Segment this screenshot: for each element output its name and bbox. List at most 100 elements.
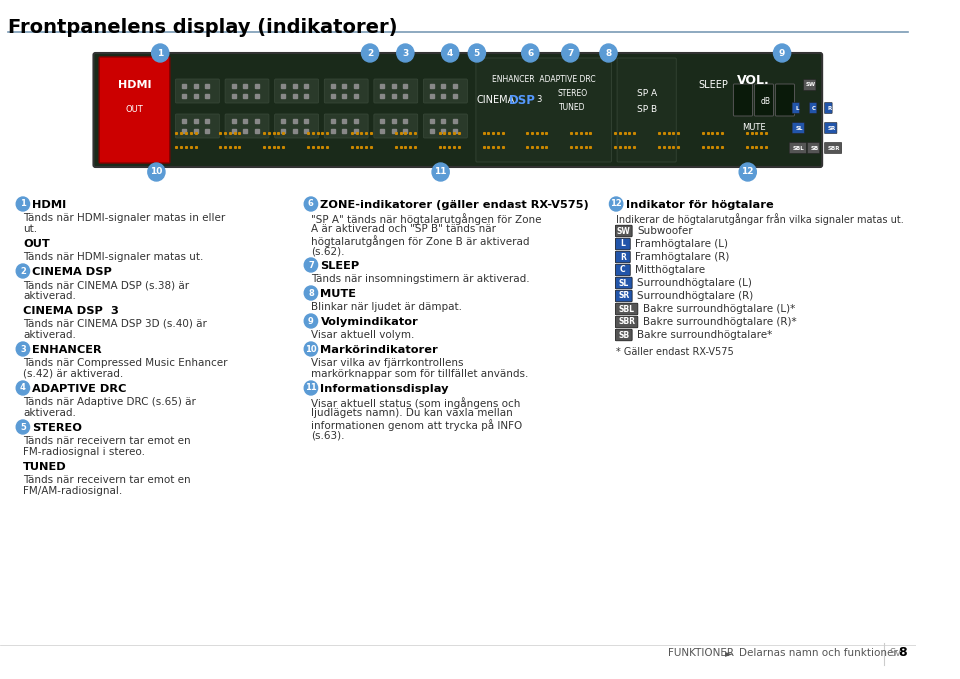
- FancyBboxPatch shape: [324, 114, 368, 138]
- Circle shape: [304, 381, 318, 395]
- Text: SP A: SP A: [636, 88, 657, 98]
- Circle shape: [304, 197, 318, 211]
- Text: ljudlägets namn). Du kan växla mellan: ljudlägets namn). Du kan växla mellan: [311, 408, 513, 418]
- Text: C: C: [812, 105, 816, 111]
- FancyBboxPatch shape: [615, 329, 632, 341]
- Text: SL: SL: [618, 278, 629, 287]
- Text: SL: SL: [796, 126, 803, 130]
- Text: 8: 8: [899, 646, 907, 659]
- Text: 7: 7: [567, 48, 573, 58]
- Text: 3: 3: [402, 48, 408, 58]
- FancyBboxPatch shape: [617, 58, 676, 162]
- FancyBboxPatch shape: [373, 114, 418, 138]
- Text: SP B: SP B: [636, 105, 657, 115]
- Text: SR: SR: [828, 126, 836, 130]
- Text: 6: 6: [308, 200, 314, 208]
- Text: 5: 5: [473, 48, 480, 58]
- Circle shape: [148, 163, 165, 181]
- FancyBboxPatch shape: [809, 103, 817, 113]
- Circle shape: [304, 314, 318, 328]
- Text: 2: 2: [367, 48, 373, 58]
- FancyBboxPatch shape: [733, 84, 753, 116]
- FancyBboxPatch shape: [792, 122, 804, 134]
- Text: 11: 11: [434, 168, 447, 177]
- Text: 4: 4: [20, 384, 26, 392]
- FancyBboxPatch shape: [423, 79, 468, 103]
- Text: Tänds när Adaptive DRC (s.65) är: Tänds när Adaptive DRC (s.65) är: [23, 397, 196, 407]
- FancyBboxPatch shape: [615, 225, 632, 237]
- Text: aktiverad.: aktiverad.: [23, 291, 76, 301]
- Text: 3: 3: [537, 96, 541, 105]
- Text: L: L: [795, 105, 799, 111]
- Circle shape: [16, 420, 30, 434]
- Circle shape: [304, 258, 318, 272]
- FancyBboxPatch shape: [176, 114, 220, 138]
- FancyBboxPatch shape: [792, 103, 800, 113]
- Text: högtalarutgången för Zone B är aktiverad: högtalarutgången för Zone B är aktiverad: [311, 235, 529, 247]
- Text: A är aktiverad och "SP B" tänds när: A är aktiverad och "SP B" tänds när: [311, 224, 496, 234]
- FancyBboxPatch shape: [373, 79, 418, 103]
- Text: Informationsdisplay: Informationsdisplay: [321, 384, 449, 394]
- Text: SB: SB: [810, 145, 819, 151]
- Text: aktiverad.: aktiverad.: [23, 330, 76, 340]
- Text: aktiverad.: aktiverad.: [23, 408, 76, 418]
- Text: Indikerar de högtalarutgångar från vilka signaler matas ut.: Indikerar de högtalarutgångar från vilka…: [616, 213, 904, 225]
- Text: R: R: [828, 105, 831, 111]
- FancyBboxPatch shape: [615, 304, 637, 315]
- Text: STEREO: STEREO: [557, 88, 588, 98]
- Text: ENHANCER  ADAPTIVE DRC: ENHANCER ADAPTIVE DRC: [492, 75, 595, 84]
- Text: ZONE-indikatorer (gäller endast RX-V575): ZONE-indikatorer (gäller endast RX-V575): [321, 200, 589, 210]
- Circle shape: [16, 264, 30, 278]
- Circle shape: [16, 342, 30, 356]
- Text: 6: 6: [527, 48, 534, 58]
- Text: OUT: OUT: [126, 105, 143, 115]
- FancyBboxPatch shape: [615, 316, 637, 328]
- Text: Visar aktuell volym.: Visar aktuell volym.: [311, 330, 415, 340]
- Text: informationen genom att trycka på INFO: informationen genom att trycka på INFO: [311, 419, 522, 431]
- Text: 10: 10: [305, 344, 317, 354]
- Text: MUTE: MUTE: [742, 122, 765, 132]
- Text: Indikator för högtalare: Indikator för högtalare: [626, 200, 774, 210]
- Text: 11: 11: [305, 384, 317, 392]
- Text: Tänds när CINEMA DSP (s.38) är: Tänds när CINEMA DSP (s.38) är: [23, 280, 189, 290]
- Text: Visar vilka av fjärrkontrollens: Visar vilka av fjärrkontrollens: [311, 358, 464, 368]
- Text: Bakre surroundhögtalare (R)*: Bakre surroundhögtalare (R)*: [643, 317, 797, 327]
- Circle shape: [432, 163, 449, 181]
- Text: ►: ►: [725, 648, 732, 658]
- Text: 3: 3: [20, 344, 26, 354]
- Text: 1: 1: [20, 200, 26, 208]
- FancyBboxPatch shape: [755, 84, 774, 116]
- Text: CINEMA: CINEMA: [477, 95, 516, 105]
- Circle shape: [739, 163, 756, 181]
- Text: HDMI: HDMI: [118, 80, 152, 90]
- Text: ut.: ut.: [23, 224, 37, 234]
- Circle shape: [16, 197, 30, 211]
- Text: 8: 8: [606, 48, 612, 58]
- Text: 12: 12: [741, 168, 754, 177]
- Text: Sv: Sv: [889, 648, 900, 658]
- Text: Framhögtalare (L): Framhögtalare (L): [636, 239, 729, 249]
- Text: FUNKTIONER: FUNKTIONER: [667, 648, 733, 658]
- FancyBboxPatch shape: [225, 114, 269, 138]
- Text: FM-radiosignal i stereo.: FM-radiosignal i stereo.: [23, 447, 145, 457]
- Text: Tänds när receivern tar emot en: Tänds när receivern tar emot en: [23, 475, 190, 485]
- Text: SLEEP: SLEEP: [699, 80, 729, 90]
- Text: ADAPTIVE DRC: ADAPTIVE DRC: [33, 384, 127, 394]
- FancyBboxPatch shape: [275, 114, 319, 138]
- Circle shape: [468, 44, 486, 62]
- Text: 12: 12: [611, 200, 622, 208]
- Circle shape: [774, 44, 791, 62]
- Text: L: L: [620, 240, 625, 249]
- FancyBboxPatch shape: [476, 58, 612, 162]
- Circle shape: [362, 44, 378, 62]
- Text: DSP: DSP: [509, 94, 536, 107]
- FancyBboxPatch shape: [615, 238, 630, 250]
- Text: Markörindikatorer: Markörindikatorer: [321, 345, 438, 355]
- FancyBboxPatch shape: [615, 251, 630, 263]
- Circle shape: [600, 44, 617, 62]
- FancyBboxPatch shape: [423, 114, 468, 138]
- Text: Bakre surroundhögtalare (L)*: Bakre surroundhögtalare (L)*: [643, 304, 795, 314]
- FancyBboxPatch shape: [825, 143, 842, 153]
- Text: CINEMA DSP: CINEMA DSP: [33, 267, 112, 277]
- Text: TUNED: TUNED: [559, 103, 586, 111]
